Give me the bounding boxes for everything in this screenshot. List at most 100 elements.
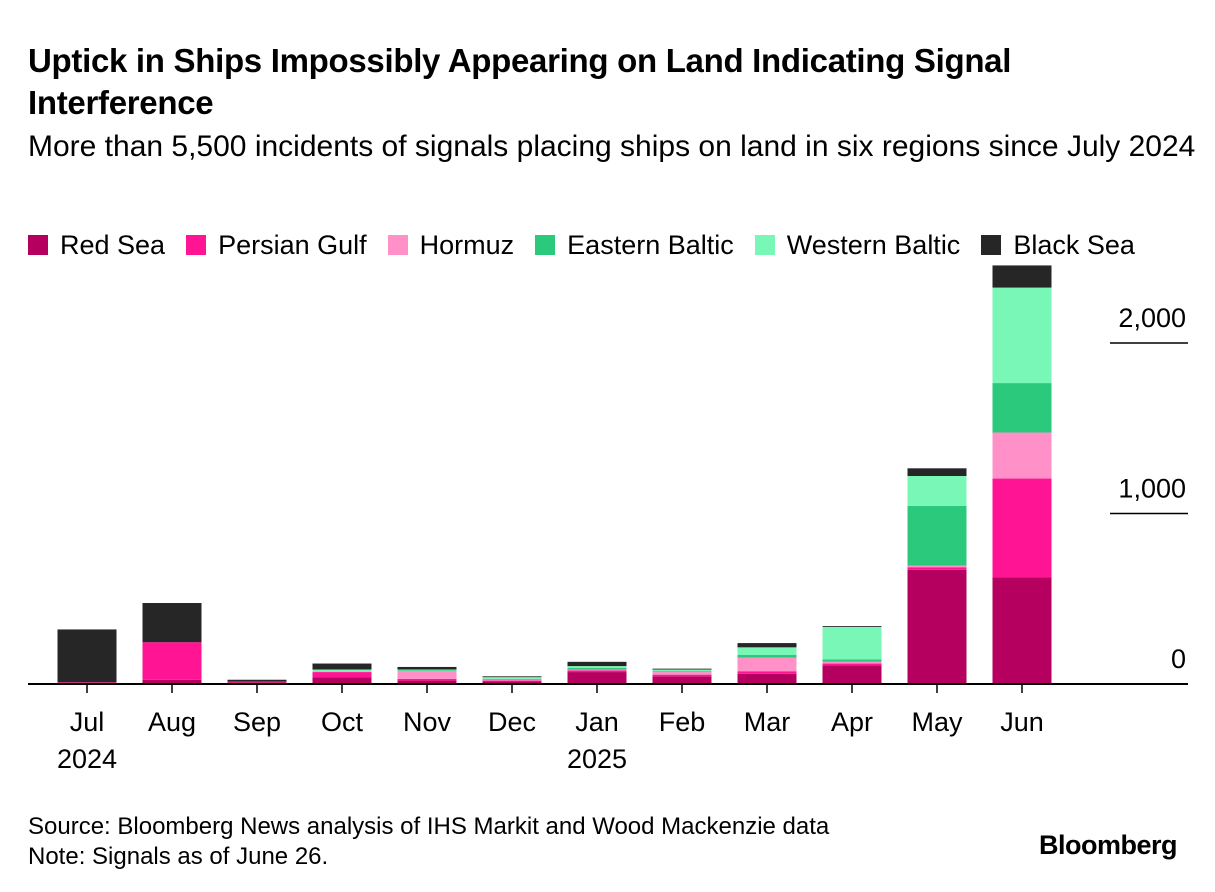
legend-label: Red Sea <box>60 229 166 260</box>
bar-segment <box>227 681 287 683</box>
chart-title: Uptick in Ships Impossibly Appearing on … <box>28 42 1012 121</box>
legend-item: Persian Gulf <box>186 230 367 261</box>
bar-segment <box>737 647 797 656</box>
legend-item: Western Baltic <box>754 229 961 261</box>
y-tick-label: 0 <box>1171 644 1186 674</box>
chart-footer: Source: Bloomberg News analysis of IHS M… <box>28 812 829 872</box>
legend-swatch <box>28 235 48 255</box>
legend-item: Red Sea <box>28 230 165 261</box>
bar-segment <box>652 668 712 670</box>
bar-segment <box>992 383 1052 433</box>
bar-segment <box>822 665 882 684</box>
bar-segment <box>737 673 797 684</box>
bar-segment <box>397 678 457 681</box>
bar-segment <box>737 643 797 648</box>
x-tick-label: Feb <box>659 707 706 737</box>
x-tick-label: Mar <box>744 707 791 737</box>
bar-segment <box>482 680 542 682</box>
legend-item: Black Sea <box>981 230 1135 261</box>
x-tick-label: Dec <box>488 707 536 737</box>
bar-segment <box>397 671 457 679</box>
bar-segment <box>57 682 117 684</box>
bar-segment <box>992 265 1052 288</box>
bar-segment <box>652 672 712 675</box>
x-tick-label: May <box>911 707 963 737</box>
legend-swatch <box>754 235 775 255</box>
data-note: Note: Signals as of June 26. <box>28 843 329 870</box>
bar-segment <box>142 642 202 680</box>
bar-segment <box>312 677 372 684</box>
bar-segment <box>907 475 967 506</box>
bar-segment <box>992 432 1052 479</box>
bar-segment <box>907 569 967 684</box>
bar-segment <box>822 661 882 664</box>
bar-segment <box>737 671 797 674</box>
bar-segment <box>567 666 627 668</box>
source-note: Source: Bloomberg News analysis of IHS M… <box>28 813 830 840</box>
bar-segment <box>652 674 712 677</box>
bar-segment <box>992 478 1052 578</box>
bar-segment <box>567 672 627 684</box>
legend-item: Hormuz <box>387 229 515 261</box>
bar-segment <box>397 670 457 672</box>
bar-segment <box>567 670 627 673</box>
bar-segment <box>397 666 457 670</box>
legend-label: Hormuz <box>419 229 515 260</box>
bar-segment <box>397 669 457 671</box>
x-tick-label: Sep <box>233 707 281 737</box>
x-tick-label: Apr <box>831 707 873 737</box>
bar-segment <box>992 577 1052 684</box>
bar-segment <box>142 679 202 684</box>
x-year-label: 2025 <box>567 744 627 774</box>
legend-label: Eastern Baltic <box>567 229 734 260</box>
bar-segment <box>482 678 542 680</box>
x-tick-label: Oct <box>321 707 364 737</box>
legend-swatch <box>535 235 556 255</box>
legend-swatch <box>981 235 1002 255</box>
bar-segment <box>822 626 882 660</box>
bar-segment <box>737 657 797 672</box>
bar-segment <box>737 655 797 658</box>
bar-segment <box>567 661 627 667</box>
bar-segment <box>907 468 967 476</box>
bar-segment <box>907 505 967 566</box>
x-tick-label: Nov <box>403 707 452 737</box>
legend-swatch <box>186 235 207 255</box>
bloomberg-logo: Bloomberg <box>1038 830 1178 860</box>
bar-segment <box>397 680 457 684</box>
bar-segment <box>312 663 372 670</box>
bar-segment <box>907 567 967 570</box>
x-tick-label: Jan <box>575 707 619 737</box>
bar-segment <box>822 659 882 662</box>
bar-segment <box>312 671 372 673</box>
chart-subtitle: More than 5,500 incidents of signals pla… <box>28 130 1196 163</box>
x-tick-label: Jul <box>70 707 105 737</box>
bar-segment <box>482 681 542 684</box>
bar-segment <box>312 669 372 672</box>
x-tick-label: Jun <box>1000 707 1044 737</box>
bar-segment <box>652 669 712 672</box>
bar-segment <box>652 676 712 684</box>
x-year-label: 2024 <box>57 744 117 774</box>
bar-segment <box>142 603 202 643</box>
bar-segment <box>482 676 542 678</box>
bar-segment <box>57 629 117 683</box>
legend-label: Persian Gulf <box>218 229 367 260</box>
bar-segment <box>567 669 627 671</box>
bar-segment <box>227 679 287 682</box>
chart-legend: Red Sea Persian Gulf Hormuz Eastern Baltic W… <box>28 227 1156 263</box>
bar-segment <box>567 667 627 670</box>
legend-label: Black Sea <box>1013 229 1135 260</box>
x-tick-label: Aug <box>148 707 196 737</box>
bar-segment <box>482 679 542 681</box>
y-tick-label: 2,000 <box>1118 303 1186 333</box>
y-tick-label: 1,000 <box>1118 474 1186 504</box>
bar-segment <box>312 672 372 678</box>
bar-segment <box>482 677 542 679</box>
bar-segment <box>907 565 967 568</box>
legend-label: Western Baltic <box>786 229 961 260</box>
legend-swatch <box>387 235 408 255</box>
bar-segment <box>822 663 882 666</box>
bar-segment <box>822 626 882 627</box>
